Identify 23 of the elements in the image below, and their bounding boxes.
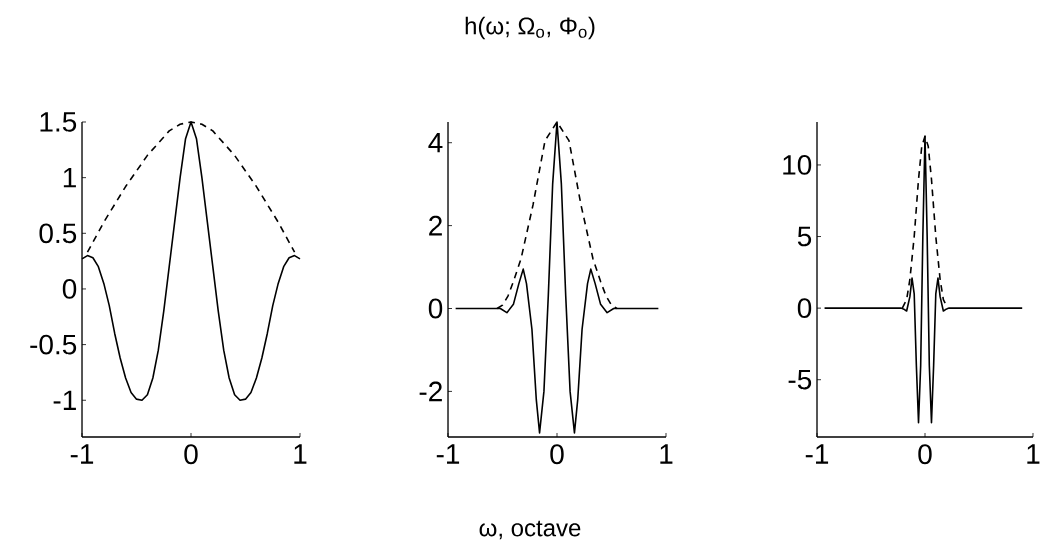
y-tick-label: -5 [788, 369, 812, 390]
line-series [823, 135, 1023, 424]
y-tick-label: 2 [429, 215, 442, 236]
y-tick-label: 0 [62, 279, 77, 299]
y-tick-label: 5 [797, 226, 812, 247]
y-tick-label: -0.5 [30, 334, 77, 355]
x-tick-label: 0 [550, 444, 564, 465]
x-tick-label: 1 [660, 444, 673, 464]
y-tick-label: 1.5 [40, 112, 77, 132]
y-tick-label: 0 [428, 298, 443, 319]
x-tick-label: 0 [918, 444, 932, 465]
y-tick-label: 10 [783, 155, 812, 175]
x-axis-title: ω, octave [479, 520, 581, 540]
x-tick-label: 1 [1027, 444, 1040, 464]
y-tick-label: 0.5 [39, 223, 77, 244]
x-tick-label: 1 [294, 444, 307, 464]
chart-title: h(ω; Ω$_{o}$, Φ$_{o}$) [465, 16, 595, 40]
y-tick-label: 4 [428, 133, 443, 153]
y-tick-label: 0 [797, 298, 812, 319]
x-tick-label: 0 [184, 444, 198, 465]
y-tick-label: 1 [63, 168, 76, 188]
y-tick-label: -2 [419, 381, 442, 402]
y-tick-label: -1 [53, 390, 76, 410]
